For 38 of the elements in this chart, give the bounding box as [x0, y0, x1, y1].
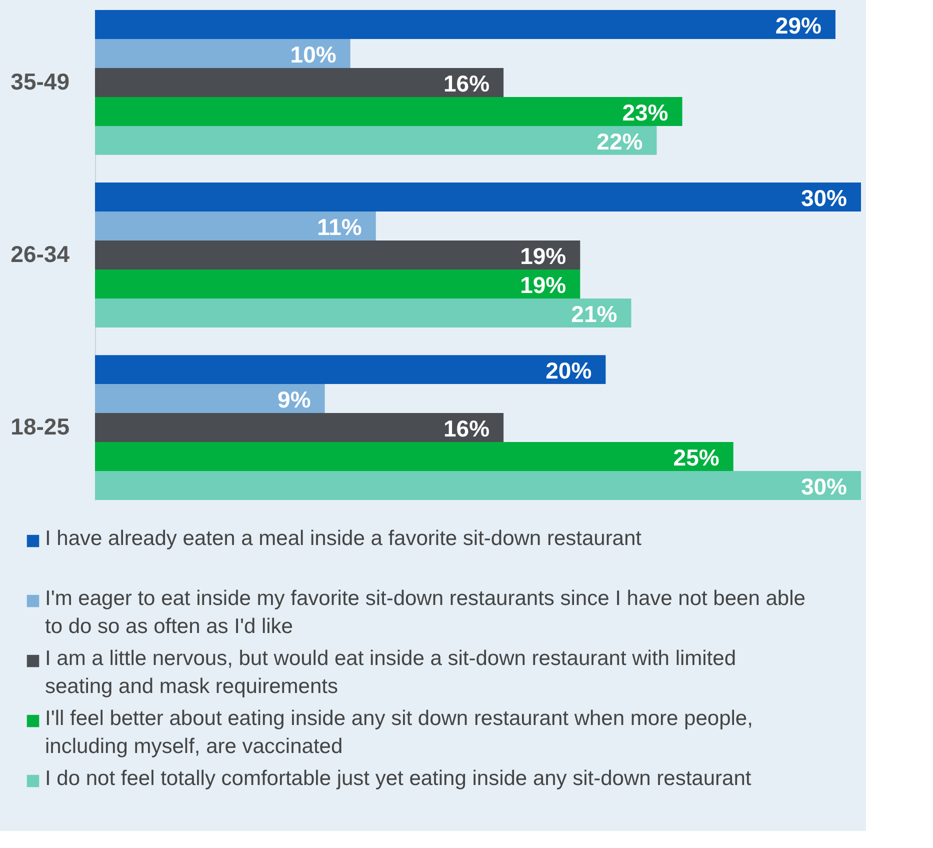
bar — [95, 269, 580, 298]
data-label: 23% — [622, 99, 668, 126]
data-label: 19% — [520, 272, 566, 298]
data-label: 25% — [673, 444, 720, 471]
data-label: 30% — [800, 185, 847, 212]
bar — [95, 212, 376, 241]
legend-label: I do not feel totally comfortable just yet eating inside any sit-down restaurant — [45, 767, 752, 790]
data-label: 9% — [278, 386, 311, 413]
legend-label: I'm eager to eat inside my favorite sit-down restaurants since I have not been able to do so as often as I'd like — [45, 587, 806, 638]
data-label: 16% — [443, 416, 490, 442]
data-label: 11% — [317, 214, 362, 240]
bar — [95, 442, 734, 472]
bar — [95, 240, 580, 270]
data-label: 22% — [596, 128, 643, 154]
y-tick-label: 35-49 — [10, 68, 70, 94]
legend-label: I'll feel better about eating inside any sit down restaurant when more people, including myself, are vaccinated — [45, 707, 753, 758]
data-label: 10% — [290, 41, 336, 68]
bar — [95, 413, 504, 442]
data-label: 19% — [520, 243, 566, 269]
y-tick-label: 26-34 — [10, 241, 70, 267]
data-label: 29% — [775, 12, 822, 38]
bar — [95, 471, 861, 500]
bar — [95, 355, 606, 384]
data-label: 20% — [546, 358, 592, 384]
bar — [95, 126, 657, 155]
data-label: 21% — [571, 300, 618, 327]
bar — [95, 68, 504, 97]
bar — [95, 298, 632, 328]
y-tick-label: 18-25 — [10, 414, 70, 440]
legend-label: I am a little nervous, but would eat inside a sit-down restaurant with limited seating and mask requirements — [45, 647, 736, 698]
bar — [95, 10, 836, 39]
bar — [95, 38, 350, 68]
data-label: 16% — [443, 70, 490, 96]
legend-label: I have already eaten a meal inside a favorite sit-down restaurant — [45, 527, 642, 550]
bar — [95, 182, 861, 212]
data-label: 30% — [800, 474, 847, 500]
bar — [95, 96, 682, 126]
bar — [95, 384, 325, 414]
